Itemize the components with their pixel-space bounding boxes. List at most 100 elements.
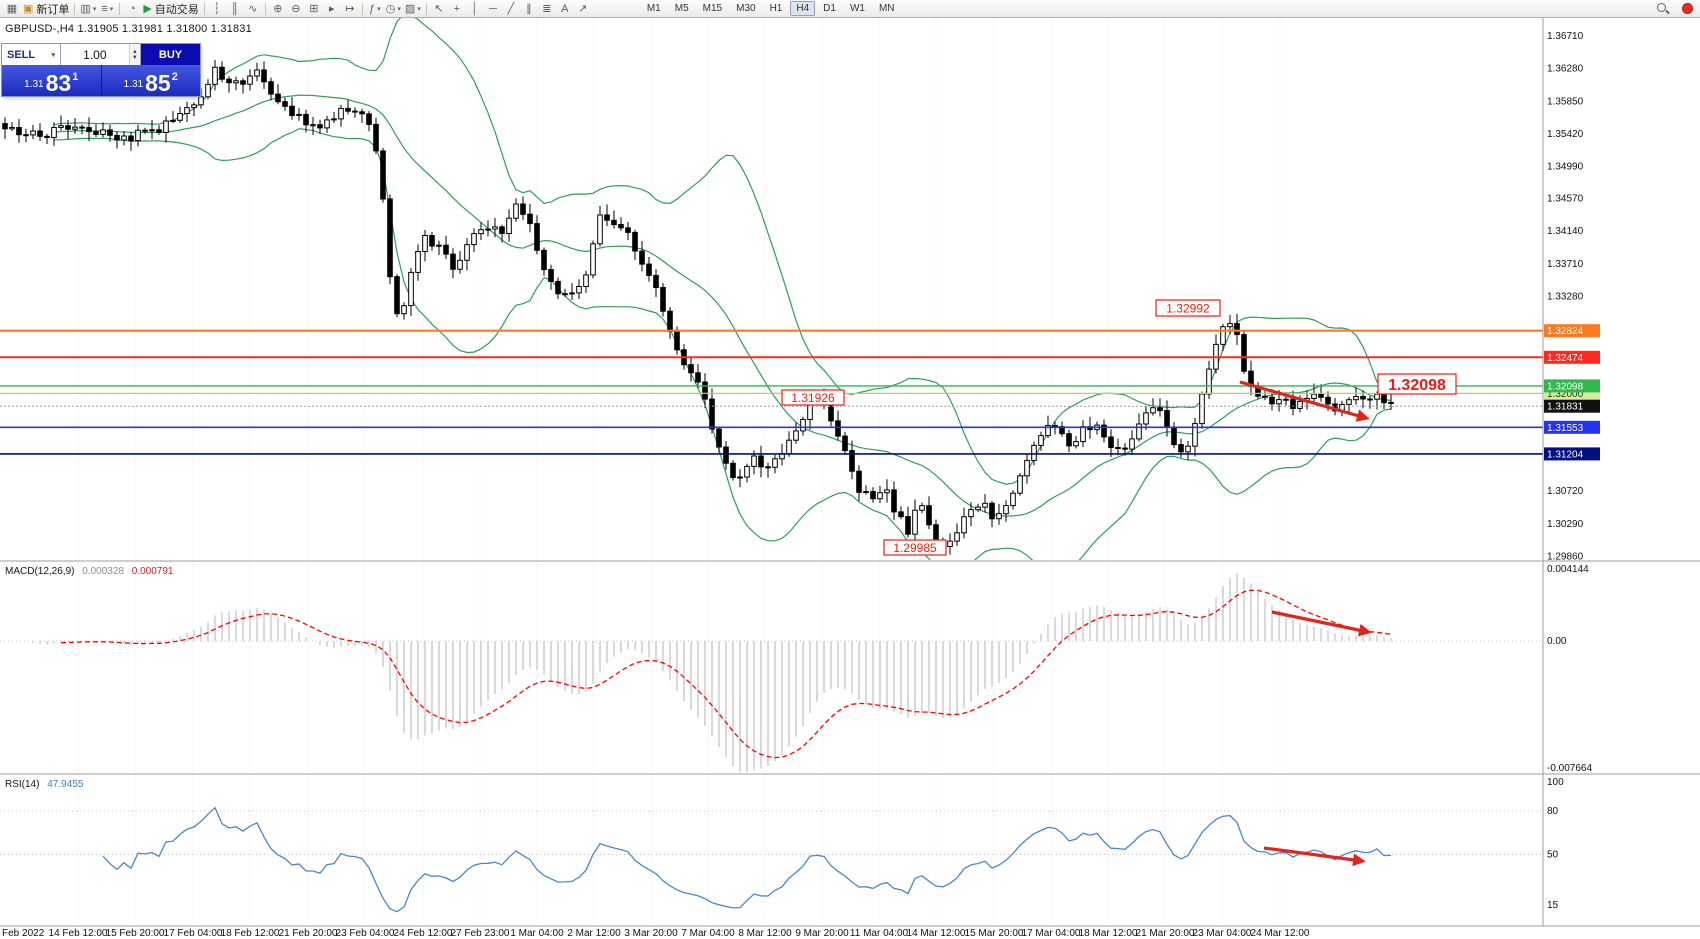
ask-price-button[interactable]: 1.31 85 2 (101, 65, 200, 96)
profiles-icon[interactable]: ▥ ▾ (78, 1, 98, 17)
rect (1544, 420, 1600, 434)
market-watch-icon-glyph: ≡ (101, 2, 108, 15)
candle-body (968, 509, 974, 518)
volume-input[interactable] (61, 44, 129, 65)
timeframe-w1[interactable]: W1 (849, 3, 865, 14)
candle-body (1346, 399, 1352, 405)
level-axis-label-1.32474: 1.32474 (1544, 350, 1600, 364)
candle-body (534, 223, 540, 251)
macd-axis-label: 0.004144 (1547, 564, 1589, 575)
periods-icon[interactable]: ◷ ▾ (384, 1, 403, 17)
text-label-icon[interactable]: A (556, 1, 574, 17)
time-tick-label: 8 Mar 12:00 (738, 928, 792, 939)
price-tick-label: 1.36710 (1547, 31, 1584, 42)
candle-body (1241, 334, 1247, 372)
volume-down-icon[interactable]: ▼ (131, 54, 138, 61)
toolbar-separator (425, 2, 427, 15)
bar-chart-mode-icon[interactable]: ┆ (208, 1, 226, 17)
timeframe-h1[interactable]: H1 (769, 3, 783, 14)
arrow-object-icon[interactable]: ↗ (574, 1, 592, 17)
candle-body (709, 398, 715, 430)
timeframe-h4[interactable]: H4 (790, 1, 816, 16)
candle-body (387, 198, 393, 278)
auto-scroll-icon[interactable]: ▸ (323, 1, 341, 17)
timeframe-m30[interactable]: M30 (736, 3, 756, 14)
sell-button[interactable]: SELL ▾ (2, 44, 61, 65)
vertical-line-icon[interactable]: │ (466, 1, 484, 17)
candle-body (674, 331, 680, 351)
volume-up-icon[interactable]: ▲ (131, 48, 138, 55)
candle-body (1220, 326, 1226, 345)
trend-arrow-3 (1263, 846, 1366, 867)
candle-body (1038, 435, 1044, 446)
timeframe-d1[interactable]: D1 (823, 3, 836, 14)
zoom-in-icon[interactable]: ⊕ (269, 1, 287, 17)
rsi-axis-label: 80 (1547, 806, 1559, 817)
candle-body (1010, 492, 1016, 507)
horizontal-line-icon[interactable]: ─ (484, 1, 502, 17)
candle-body (1024, 459, 1030, 477)
bid-price-button[interactable]: 1.31 83 1 (2, 65, 101, 96)
periods-icon-glyph: ◷ (385, 3, 396, 15)
tile-windows-icon[interactable]: ⊞ (305, 1, 323, 17)
candlestick-mode-icon[interactable]: ║ (226, 1, 244, 17)
new-order-button[interactable]: ▣ 新订单 (21, 1, 71, 17)
vertical-line-icon-glyph: │ (471, 2, 479, 15)
chart-shift-icon[interactable]: ↦ (341, 1, 359, 17)
notification-badge[interactable] (1682, 3, 1693, 14)
candle-body (114, 134, 120, 141)
new-order-button-glyph: ▣ (23, 3, 34, 15)
candle-body (1122, 447, 1128, 450)
candle-body (989, 502, 995, 520)
candle-body (793, 430, 799, 441)
fibonacci-icon[interactable]: ≣ (538, 1, 556, 17)
candle-body (485, 228, 491, 231)
candle-body (44, 135, 50, 138)
candle-body (653, 274, 659, 288)
timeframe-mn[interactable]: MN (878, 3, 895, 14)
candle-body (1388, 401, 1394, 404)
time-tick-label: 15 Feb 20:00 (106, 928, 165, 939)
candle-body (1136, 423, 1142, 440)
volume-stepper[interactable]: ▲ ▼ (128, 44, 140, 65)
ask-big-digits: 85 (145, 70, 171, 96)
bollinger-bands (53, 18, 1392, 560)
macd-value-main: 0.000328 (82, 566, 124, 577)
candle-body (611, 219, 617, 226)
level-axis-label-1.32000-text: 1.32000 (1547, 389, 1584, 400)
toolbar-separator (119, 2, 121, 15)
timeframe-m5[interactable]: M5 (674, 3, 689, 14)
time-tick-label: 23 Mar 04:00 (1193, 928, 1252, 939)
crosshair-icon[interactable]: + (448, 1, 466, 17)
zoom-out-icon[interactable]: ⊖ (287, 1, 305, 17)
indicators-icon[interactable]: ƒ ▾ (366, 1, 384, 17)
periods-icon-caret-icon: ▾ (397, 5, 401, 13)
market-watch-icon[interactable]: ≡ ▾ (98, 1, 116, 17)
search-button[interactable] (1653, 1, 1672, 17)
refresh-icon[interactable]: ◔ (123, 1, 141, 17)
candle-body (520, 203, 526, 215)
templates-icon[interactable]: ▨ ▾ (403, 1, 423, 17)
indicators-icon-glyph: ƒ (368, 2, 376, 15)
candle-body (576, 286, 582, 294)
candle-body (1318, 393, 1324, 398)
timeframe-m15[interactable]: M15 (702, 3, 723, 14)
channel-icon[interactable]: ∥ (520, 1, 538, 17)
candle-body (177, 113, 183, 121)
autotrading-button[interactable]: ▶ 自动交易 (141, 1, 200, 17)
line-chart-mode-icon[interactable]: ∿ (244, 1, 262, 17)
trendline-icon[interactable]: ╱ (502, 1, 520, 17)
candle-body (835, 420, 841, 437)
price-tick-label: 1.30720 (1547, 486, 1584, 497)
new-chart-icon[interactable]: ▦ (3, 1, 21, 17)
cursor-icon[interactable]: ↖ (430, 1, 448, 17)
timeframe-m1[interactable]: M1 (646, 3, 661, 14)
candle-body (912, 509, 918, 535)
trade-panel-prices: 1.31 83 1 1.31 85 2 (2, 65, 200, 96)
candle-body (289, 105, 295, 117)
candle-body (583, 274, 589, 287)
candle-body (1290, 398, 1296, 410)
buy-button[interactable]: BUY (141, 44, 200, 65)
